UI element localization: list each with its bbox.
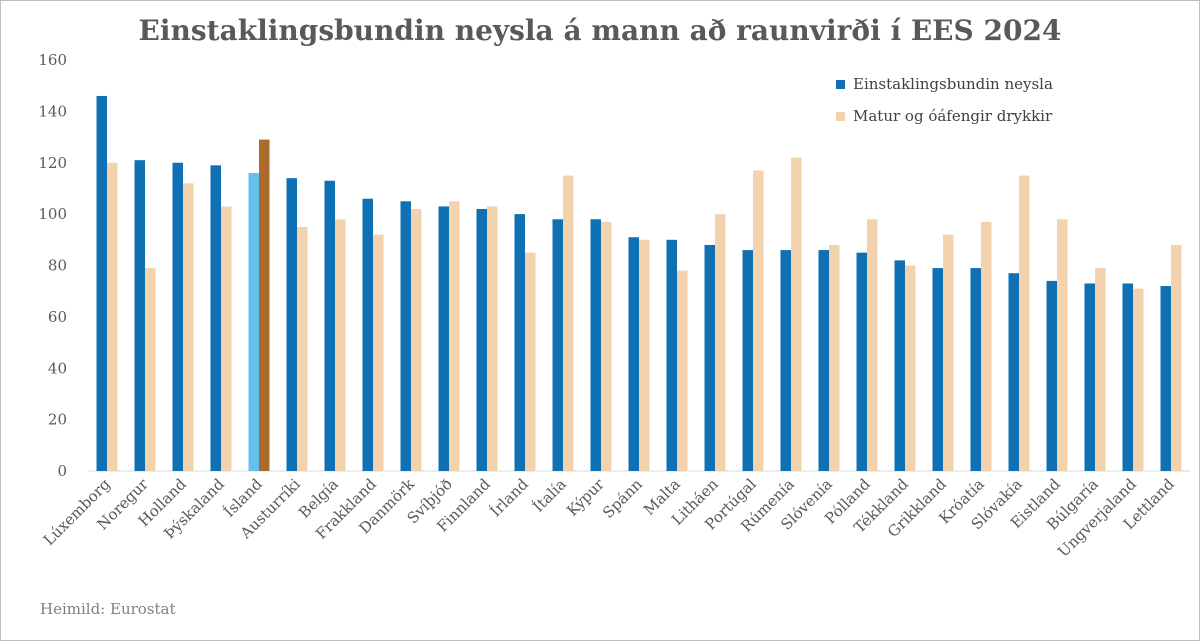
y-tick-label: 20 xyxy=(48,411,67,429)
bar xyxy=(449,201,460,471)
bar xyxy=(172,162,183,471)
y-tick-label: 40 xyxy=(48,359,67,377)
bar xyxy=(590,219,601,471)
bar xyxy=(248,173,259,471)
bar xyxy=(552,219,563,471)
bar xyxy=(753,170,764,472)
bar xyxy=(1008,273,1019,471)
bar xyxy=(286,178,297,471)
legend-swatch xyxy=(836,112,845,121)
bar xyxy=(96,95,107,472)
x-tick-label: Ítalía xyxy=(529,475,570,516)
y-tick-label: 160 xyxy=(38,51,67,69)
legend-label: Matur og óáfengir drykkir xyxy=(853,107,1053,125)
bar xyxy=(1046,280,1057,471)
legend-label: Einstaklingsbundin neysla xyxy=(853,75,1053,93)
y-tick-label: 0 xyxy=(57,462,67,480)
bar xyxy=(411,208,422,472)
bar xyxy=(1084,283,1095,471)
bar xyxy=(829,244,840,471)
bar xyxy=(1122,283,1133,471)
bar xyxy=(639,239,650,471)
bar xyxy=(107,162,118,471)
bar xyxy=(183,183,194,472)
bar xyxy=(628,237,639,471)
bar xyxy=(145,268,156,471)
bar xyxy=(134,160,145,471)
bar xyxy=(487,206,498,471)
y-tick-label: 80 xyxy=(48,257,67,275)
bar xyxy=(259,139,270,471)
source-note: Heimild: Eurostat xyxy=(40,600,176,618)
bar xyxy=(373,234,384,471)
bar xyxy=(1057,219,1068,471)
bar xyxy=(1171,244,1182,471)
bar xyxy=(818,250,829,471)
bar xyxy=(1019,175,1030,471)
bar xyxy=(324,180,335,471)
bar xyxy=(856,252,867,471)
bar xyxy=(791,157,802,472)
bar xyxy=(221,206,232,471)
bar xyxy=(1160,286,1171,471)
bar xyxy=(666,239,677,471)
bar xyxy=(932,268,943,471)
bar xyxy=(1095,268,1106,471)
bar xyxy=(400,201,411,471)
bar xyxy=(525,252,536,471)
y-tick-label: 140 xyxy=(38,102,67,120)
bar xyxy=(563,175,574,471)
bar xyxy=(905,265,916,471)
y-tick-label: 100 xyxy=(38,205,67,223)
bar xyxy=(677,270,688,471)
y-tick-label: 120 xyxy=(38,154,67,172)
y-tick-label: 60 xyxy=(48,308,67,326)
bar xyxy=(715,214,726,471)
bar xyxy=(335,219,346,471)
legend-swatch xyxy=(836,80,845,89)
bar xyxy=(867,219,878,471)
bar xyxy=(362,198,373,471)
bar xyxy=(514,214,525,471)
bar xyxy=(438,206,449,471)
bar xyxy=(210,165,221,471)
bar xyxy=(742,250,753,471)
bar xyxy=(943,234,954,471)
bar xyxy=(981,221,992,471)
bar xyxy=(894,260,905,471)
x-tick-label: Írland xyxy=(486,475,532,521)
bar xyxy=(601,221,612,471)
bar xyxy=(476,208,487,472)
bar xyxy=(780,250,791,471)
bar xyxy=(704,244,715,471)
x-tick-label: Spánn xyxy=(599,475,646,522)
chart-title: Einstaklingsbundin neysla á mann að raun… xyxy=(138,14,1062,47)
bar xyxy=(970,268,981,471)
bar xyxy=(1133,288,1144,471)
bar xyxy=(297,226,308,471)
